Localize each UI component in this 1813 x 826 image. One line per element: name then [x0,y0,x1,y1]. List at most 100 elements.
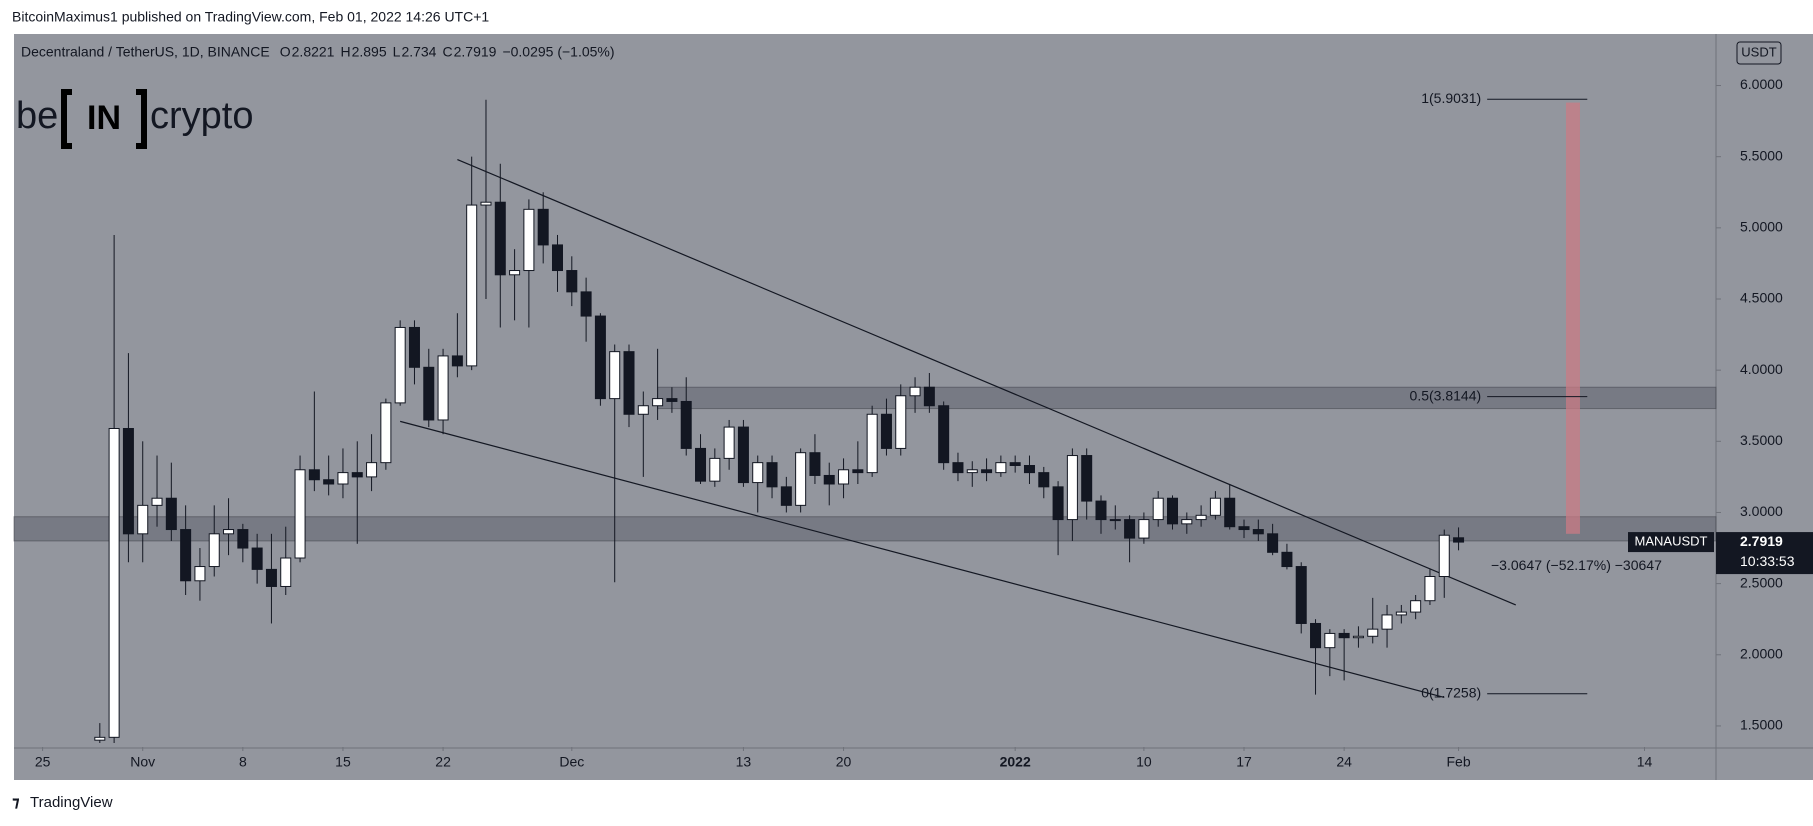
candle-body [795,452,807,506]
candle-body [237,529,249,549]
candle-body [1367,628,1379,637]
candle-body [122,427,134,535]
x-tick-label: 8 [239,754,247,770]
candle-body [1195,514,1207,521]
y-tick-label: 2.0000 [1740,645,1783,661]
x-tick-label: 2022 [1000,754,1031,770]
candle-body [666,398,678,402]
candle-body [223,529,235,535]
logo: be IN crypto [16,89,253,149]
ohlc-change: −0.0295 (−1.05%) [502,44,614,60]
trendline [400,420,1445,699]
logo-bracket [61,89,147,149]
candle-body [366,462,378,478]
ohlc-value: 2.895 [352,44,387,60]
candle-body [408,326,420,368]
candle-body [766,462,778,488]
candle-body [480,201,492,206]
ohlc-key: O [280,44,291,60]
x-tick-label: Dec [559,754,584,770]
candle-body [966,469,978,474]
x-tick-label: 10 [1136,754,1152,770]
candle-body [838,469,850,485]
candle-body [294,469,306,559]
candle-body [1138,519,1150,539]
y-tick-label: 4.0000 [1740,361,1783,377]
candle-body [323,479,335,485]
x-tick-label: Feb [1446,754,1470,770]
y-tick-label: 6.0000 [1740,76,1783,92]
candle-body [852,469,864,474]
candle-body [1209,497,1221,516]
candle-body [1310,622,1322,649]
y-tick-label: 1.5000 [1740,717,1783,733]
chart-panel [14,34,1813,780]
ohlc-legend: O 2.8221 H 2.895 L 2.734 C 2.7919 −0.0295 (−1.05… [280,44,615,60]
candle-body [466,204,478,367]
candle-body [137,504,149,535]
candle-body [923,386,935,407]
fib-label: 0.5(3.8144) [1410,387,1482,403]
currency: USDT [1741,44,1776,59]
candle-body [880,413,892,449]
candle-body [1395,611,1407,616]
candle-body [1066,455,1078,521]
y-tick-label: 5.0000 [1740,219,1783,235]
logo-in: IN [87,99,121,137]
candle-body [1324,632,1336,649]
candle-body [180,529,192,582]
candle-body [1381,614,1393,630]
candle-body [737,426,749,484]
ohlc-value: 2.734 [401,44,436,60]
candle-body [909,386,921,397]
candle-body [809,452,821,476]
candle-body [1095,500,1107,521]
candle-body [1081,455,1093,502]
candle-body [752,462,764,484]
candle-body [380,402,392,464]
candle-body [1224,497,1236,528]
candle-body [1424,576,1436,602]
ohlc-key: H [340,44,350,60]
y-tick-label: 3.5000 [1740,432,1783,448]
price-tag-label: 2.7919 [1740,533,1783,549]
candle-body [594,315,606,400]
ohlc-value: 2.7919 [454,44,497,60]
candle-body [1281,551,1293,568]
candle-body [709,457,721,482]
candle-body [1109,519,1121,522]
header: BitcoinMaximus1 published on TradingView… [12,9,489,25]
candle-body [652,398,664,407]
countdown: 10:33:53 [1740,553,1795,569]
ohlc-key: C [442,44,452,60]
x-tick-label: 15 [335,754,351,770]
candle-body [609,351,621,400]
candle-body [1238,526,1250,531]
candle-body [938,405,950,464]
x-tick-label: 22 [435,754,451,770]
candle-body [1338,632,1350,639]
y-tick-label: 4.5000 [1740,290,1783,306]
candle-body [695,447,707,482]
candle-body [1410,600,1422,613]
x-tick-label: 13 [736,754,752,770]
candle-body [251,547,263,570]
candle-body [537,208,549,246]
candle-body [952,462,964,474]
candle-body [308,469,320,481]
candle-body [1166,497,1179,525]
candle-body [423,366,435,421]
trendline [457,158,1516,606]
logo-crypto: crypto [150,95,253,137]
candle-body [680,400,692,449]
logo-be: be [16,95,58,137]
candle-body [1152,497,1164,521]
candle-body [1438,534,1450,578]
candle-body [509,270,521,276]
footer: TradingView [30,794,113,811]
candle-body [866,413,878,474]
measure-label: −3.0647 (−52.17%) −30647 [1491,557,1662,573]
x-tick-label: 20 [836,754,852,770]
